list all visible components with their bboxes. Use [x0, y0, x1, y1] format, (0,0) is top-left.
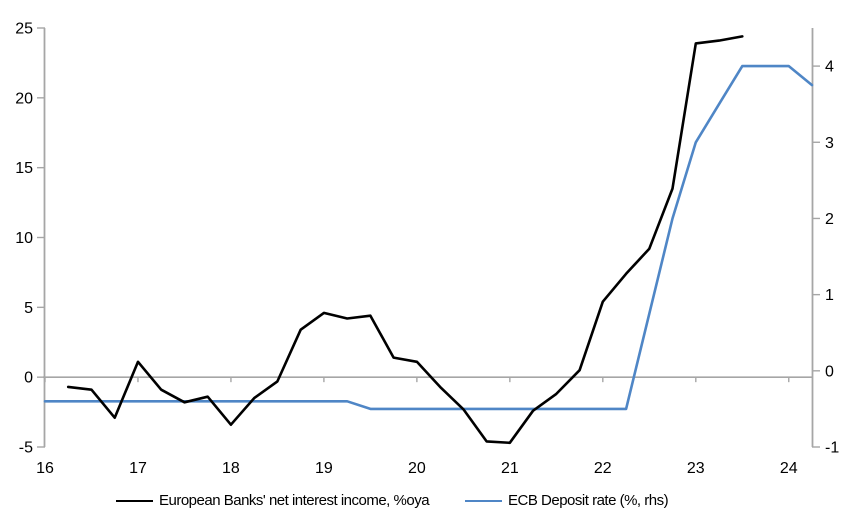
x-axis-label: 21 [501, 460, 519, 477]
x-axis-label: 16 [36, 460, 54, 477]
series-line-net-interest-income [66, 35, 744, 445]
right-axis-label: 4 [825, 59, 834, 76]
left-axis-label: -5 [19, 440, 33, 457]
left-axis-label: 10 [15, 230, 33, 247]
x-axis-label: 17 [129, 460, 147, 477]
x-axis-label: 22 [594, 460, 612, 477]
x-axis-label: 19 [315, 460, 333, 477]
left-axis-label: 0 [24, 370, 33, 387]
right-axis-label: 3 [825, 135, 834, 152]
x-axis-label: 20 [408, 460, 426, 477]
legend-swatch-black-line [116, 499, 153, 502]
x-axis-label: 23 [687, 460, 705, 477]
legend-swatch-blue-line [465, 499, 503, 502]
right-axis-label: -1 [825, 440, 839, 457]
x-axis-label: 18 [222, 460, 240, 477]
left-axis-label: 25 [15, 21, 33, 38]
legend-label-ecb-deposit-rate: ECB Deposit rate (%, rhs) [508, 492, 669, 509]
x-axis-label: 24 [780, 460, 798, 477]
series-line-ecb-deposit-rate [43, 64, 814, 411]
right-axis-label: 1 [825, 287, 834, 304]
legend-item-ecb-deposit-rate: ECB Deposit rate (%, rhs) [465, 492, 669, 509]
right-axis-label: 2 [825, 211, 834, 228]
legend-item-net-interest-income: European Banks' net interest income, %oy… [116, 492, 430, 509]
legend-label-net-interest-income: European Banks' net interest income, %oy… [159, 492, 430, 509]
left-axis-label: 5 [24, 300, 33, 317]
left-axis-label: 15 [15, 160, 33, 177]
chart-legend: European Banks' net interest income, %oy… [116, 492, 669, 509]
right-axis-label: 0 [825, 363, 834, 380]
left-axis-label: 20 [15, 90, 33, 107]
